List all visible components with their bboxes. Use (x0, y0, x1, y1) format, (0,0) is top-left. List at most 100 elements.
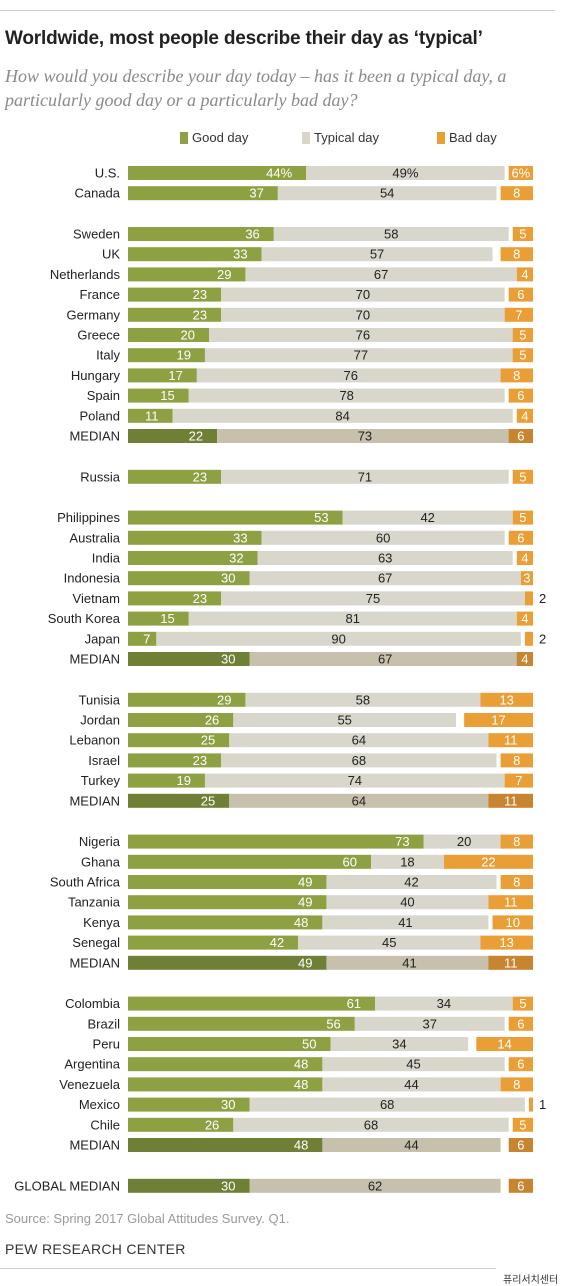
value-label-bad: 6 (517, 1178, 524, 1193)
bar-bad (524, 591, 533, 606)
value-label-bad: 7 (515, 307, 522, 322)
bar-good (128, 1037, 331, 1051)
bar-typical (322, 915, 489, 930)
value-label-good: 25 (201, 733, 215, 748)
bar-good (128, 631, 157, 646)
bar-typical (221, 753, 497, 768)
category-label: Poland (80, 408, 120, 423)
value-label-typical: 18 (400, 854, 414, 869)
value-label-typical: 34 (437, 996, 451, 1011)
legend-swatch-bad (437, 131, 445, 144)
value-label-good: 49 (298, 955, 312, 970)
bar-typical (188, 388, 505, 403)
value-label-good: 32 (229, 551, 243, 566)
bar-bad (488, 895, 533, 910)
value-label-good: 29 (217, 267, 231, 282)
value-label-typical: 76 (356, 328, 370, 343)
bar-good (128, 793, 230, 808)
value-label-typical: 67 (374, 267, 388, 282)
category-label: Hungary (71, 368, 121, 383)
value-label-bad: 6 (517, 388, 524, 403)
bar-typical (375, 996, 513, 1011)
bar-typical (196, 368, 505, 383)
bar-bad (500, 834, 533, 849)
value-label-bad: 6% (511, 166, 530, 181)
category-label: Philippines (57, 510, 120, 525)
value-label-bad: 5 (519, 1117, 526, 1132)
value-label-typical: 71 (358, 469, 372, 484)
bar-good (128, 895, 327, 910)
bar-typical (221, 307, 505, 322)
bar-typical (221, 591, 525, 606)
bar-good (128, 1138, 323, 1152)
value-label-bad: 6 (517, 1138, 524, 1153)
bar-typical (221, 469, 509, 484)
legend-good: Good day (180, 130, 248, 145)
bar-bad (512, 348, 533, 363)
bar-bad (516, 408, 533, 423)
value-label-good: 42 (270, 935, 284, 950)
value-label-bad: 6 (517, 1057, 524, 1072)
bar-good (128, 996, 376, 1011)
bar-good (128, 652, 250, 666)
category-label: Canada (74, 186, 120, 201)
bar-typical (330, 1037, 469, 1051)
value-label-good: 23 (193, 287, 207, 302)
value-label-typical: 68 (380, 1097, 394, 1112)
chart-subtitle: How would you describe your day today – … (5, 66, 507, 110)
value-label-good: 30 (221, 1178, 235, 1193)
value-label-bad: 6 (517, 1016, 524, 1031)
value-label-bad: 14 (497, 1037, 511, 1052)
bar-bad (508, 530, 533, 545)
bar-typical (298, 935, 481, 950)
value-label-bad: 3 (523, 571, 530, 586)
bar-good (128, 591, 222, 606)
value-label-bad: 4 (521, 652, 528, 667)
value-label-bad: 22 (481, 854, 495, 869)
value-label-typical: 41 (398, 915, 412, 930)
category-label: Peru (93, 1037, 120, 1052)
category-label: Brazil (87, 1016, 120, 1031)
value-label-bad: 8 (513, 247, 520, 262)
value-label-good: 73 (395, 834, 409, 849)
value-label-bad: 4 (521, 551, 528, 566)
category-label: Tanzania (68, 895, 121, 910)
value-label-good: 48 (294, 1057, 308, 1072)
value-label-typical: 45 (406, 1057, 420, 1072)
value-label-typical: 62 (368, 1178, 382, 1193)
bar-bad (500, 186, 533, 201)
watermark-text: 퓨리서치센터 (503, 1275, 559, 1286)
value-label-typical: 90 (331, 631, 345, 646)
bar-typical (322, 1057, 505, 1072)
value-label-typical: 68 (352, 753, 366, 768)
category-label: GLOBAL MEDIAN (14, 1178, 120, 1193)
value-label-typical: 67 (378, 571, 392, 586)
bar-bad (512, 227, 533, 241)
bar-typical (277, 186, 497, 201)
value-label-bad: 13 (499, 692, 513, 707)
bar-bad (508, 1057, 533, 1072)
value-label-typical: 45 (382, 935, 396, 950)
bar-typical (204, 348, 517, 363)
value-label-bad: 4 (521, 611, 528, 626)
category-label: Venezuela (59, 1077, 120, 1092)
value-label-good: 22 (189, 429, 203, 444)
category-label: South Korea (48, 611, 121, 626)
category-label: Vietnam (73, 591, 120, 606)
bar-bad (508, 1138, 533, 1152)
bar-typical (306, 166, 505, 180)
value-label-typical: 54 (380, 186, 394, 201)
source-note: Source: Spring 2017 Global Attitudes Sur… (5, 1211, 290, 1226)
legend-label-good: Good day (192, 130, 249, 145)
bar-bad (488, 793, 533, 808)
bar-bad (488, 733, 533, 748)
bar-typical (245, 692, 481, 707)
value-label-typical: 57 (370, 247, 384, 262)
category-label: Turkey (81, 773, 121, 788)
bar-bad (476, 1037, 533, 1051)
category-label: Lebanon (69, 733, 120, 748)
category-label: Nigeria (79, 834, 121, 849)
value-label-good: 49 (298, 895, 312, 910)
category-label: Spain (87, 388, 120, 403)
value-label-good: 36 (245, 227, 259, 242)
